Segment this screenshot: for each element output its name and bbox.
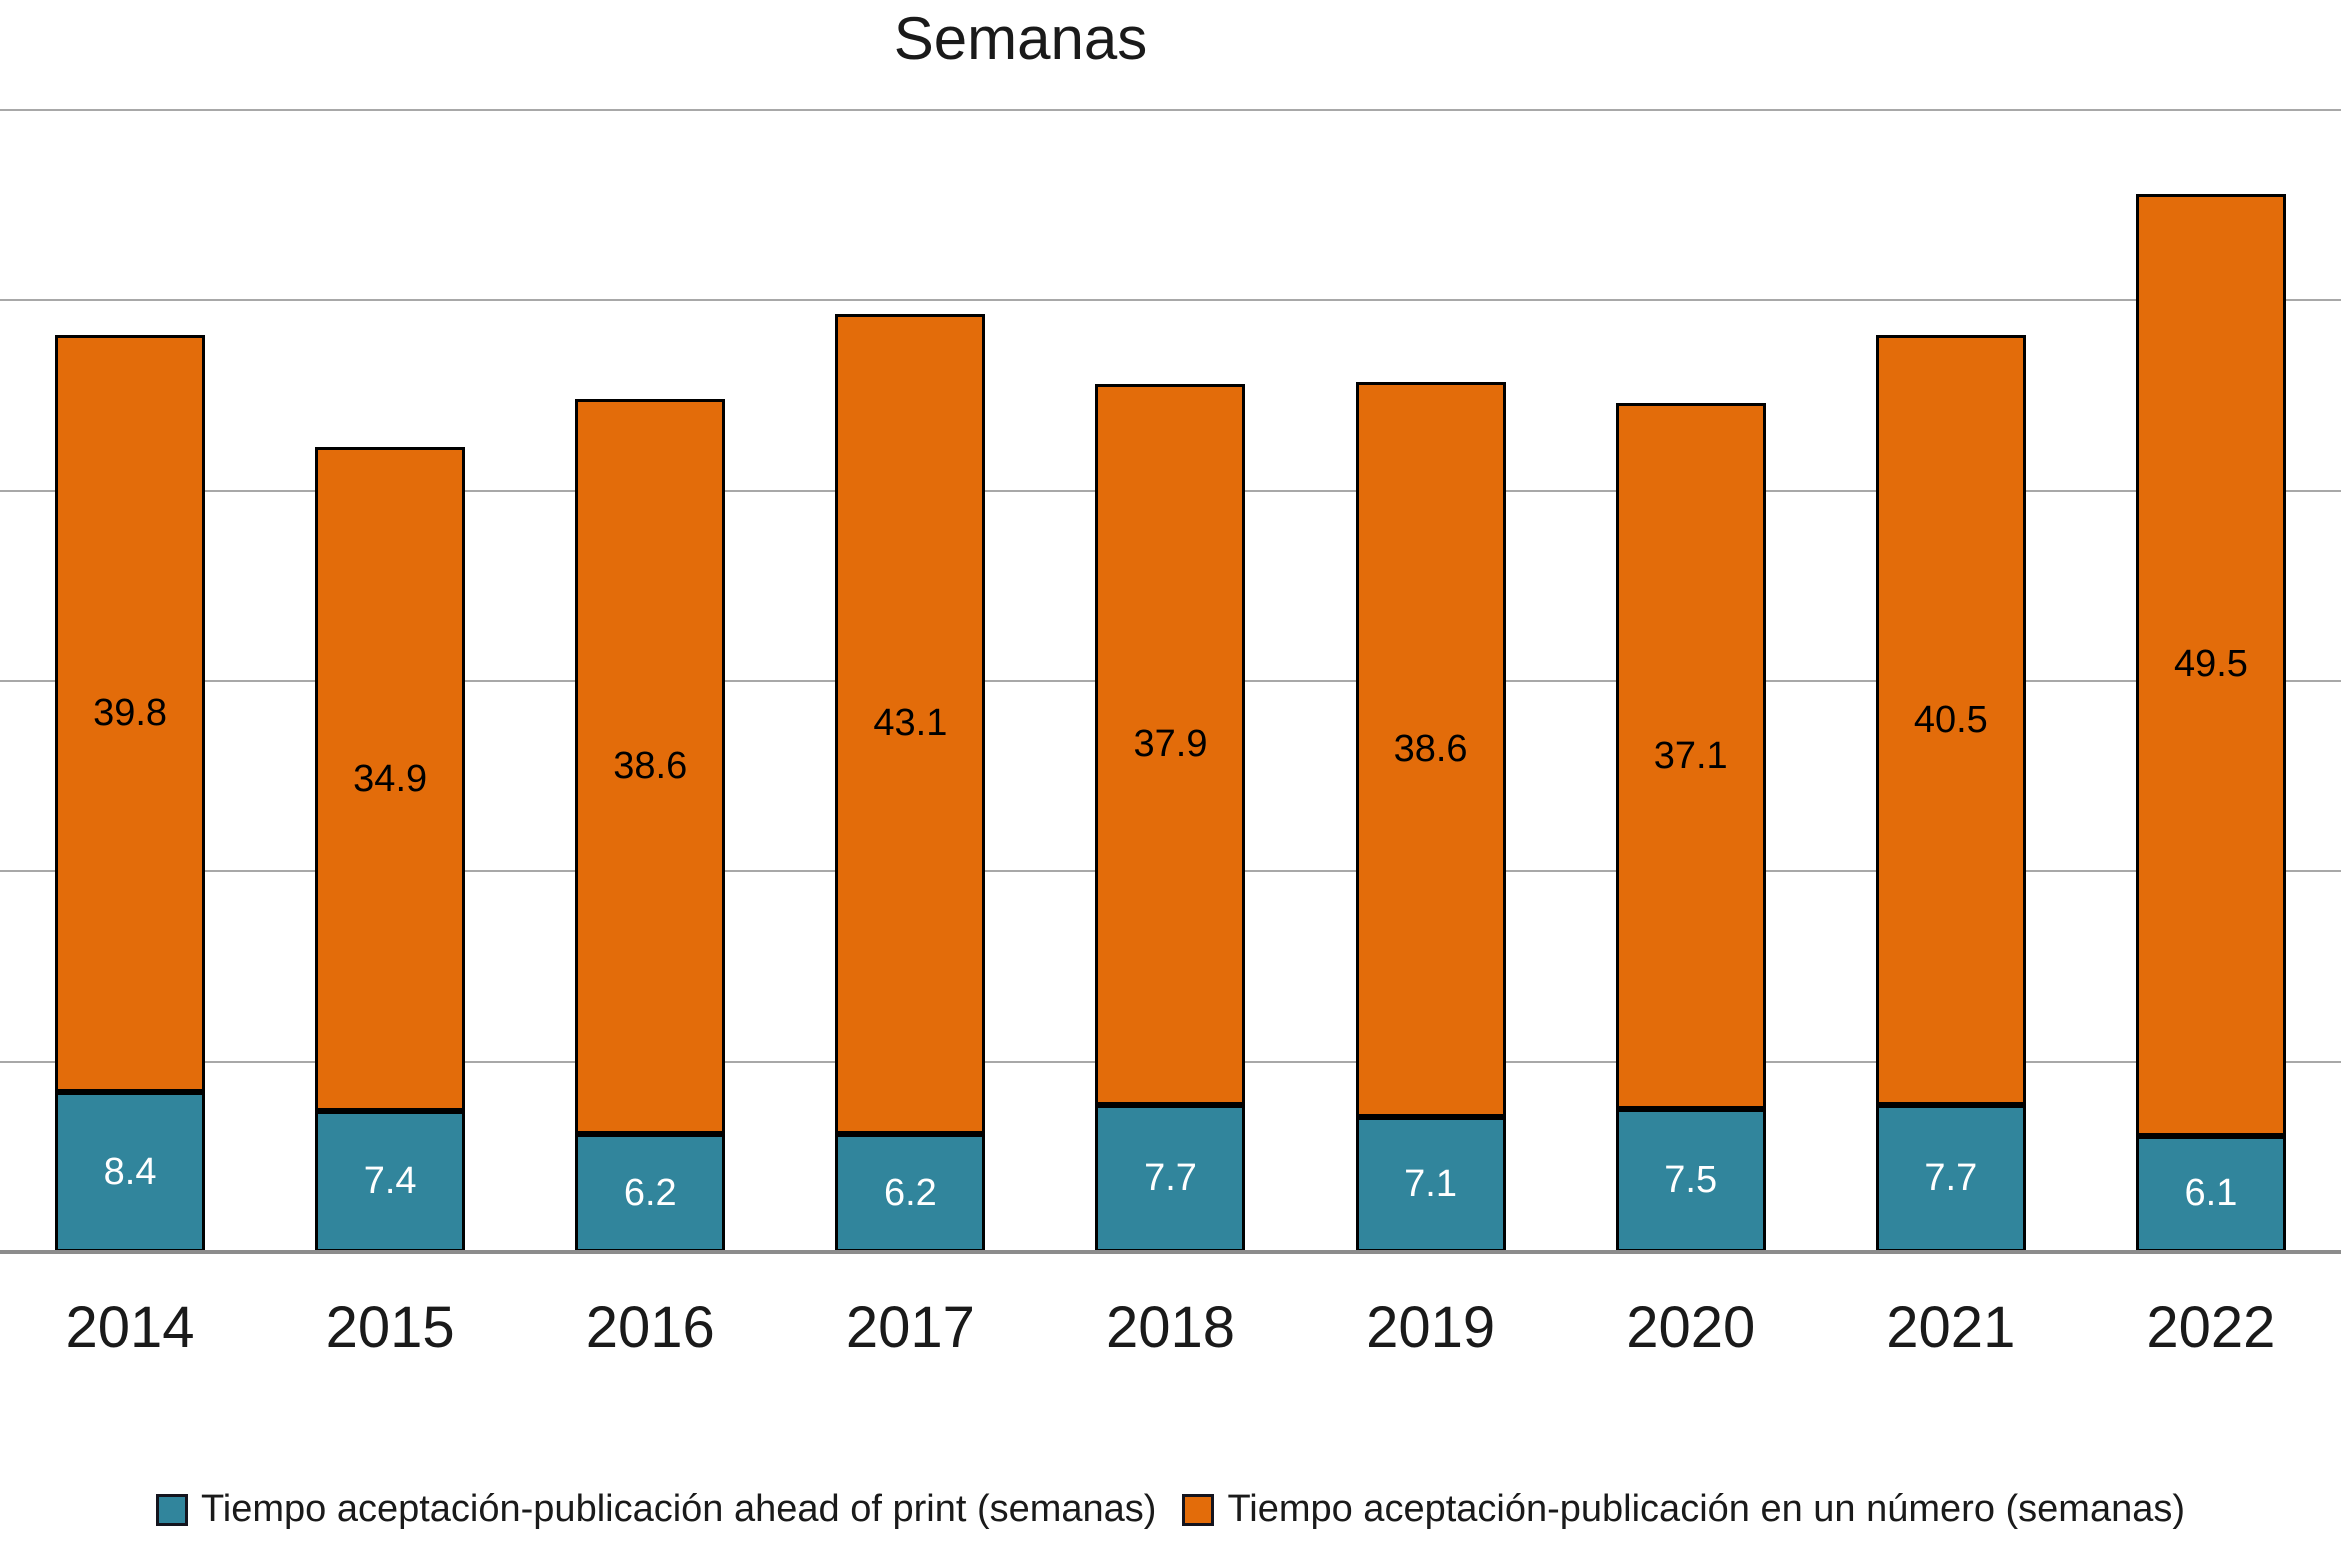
x-axis-label-2019: 2019: [1366, 1295, 1496, 1360]
chart-title: Semanas: [893, 5, 1148, 72]
bar-value-label: 6.2: [883, 1171, 937, 1214]
bar-segment-series0-2022: 6.1: [2135, 1135, 2286, 1252]
bar-segment-series0-2014: 8.4: [55, 1092, 206, 1252]
bar-segment-series1-2014: 39.8: [55, 334, 206, 1093]
gridline-y-60: [0, 109, 2341, 111]
bar-segment-series0-2016: 6.2: [575, 1134, 726, 1252]
stacked-bar-2017: 43.1 6.2: [835, 313, 986, 1252]
bar-value-label: 7.4: [363, 1160, 417, 1203]
bar-value-label: 49.5: [2173, 643, 2248, 686]
stacked-bar-2021: 40.5 7.7: [1875, 334, 2026, 1252]
gridline-y-50: [0, 299, 2341, 302]
bar-segment-series1-2021: 40.5: [1875, 334, 2026, 1106]
legend-label: Tiempo aceptación-publicación en un núme…: [1227, 1488, 2186, 1530]
bar-segment-series1-2019: 38.6: [1355, 382, 1506, 1117]
bar-column-2015: 34.9 7.4: [260, 110, 520, 1252]
bar-value-label: 6.2: [623, 1171, 677, 1214]
bar-segment-series1-2022: 49.5: [2135, 193, 2286, 1136]
legend-swatch-icon: [1182, 1493, 1215, 1526]
stacked-bar-2019: 38.6 7.1: [1355, 382, 1506, 1252]
bar-column-2020: 37.1 7.5: [1561, 110, 1821, 1252]
bar-value-label: 7.5: [1664, 1159, 1718, 1202]
x-axis-label-2016: 2016: [585, 1295, 715, 1360]
bar-value-label: 34.9: [353, 757, 428, 800]
legend-item-series1: Tiempo aceptación-publicación en un núme…: [1182, 1488, 2185, 1531]
bar-value-label: 7.7: [1924, 1157, 1978, 1200]
bar-column-2022: 49.5 6.1: [2081, 110, 2341, 1252]
bar-segment-series0-2019: 7.1: [1355, 1116, 1506, 1252]
x-axis-label-2022: 2022: [2146, 1295, 2276, 1360]
bar-column-2018: 37.9 7.7: [1040, 110, 1300, 1252]
bar-value-label: 6.1: [2184, 1172, 2238, 1215]
bar-column-2019: 38.6 7.1: [1301, 110, 1561, 1252]
bar-column-2014: 39.8 8.4: [0, 110, 260, 1252]
bar-segment-series0-2017: 6.2: [835, 1134, 986, 1252]
bar-value-label: 7.7: [1144, 1157, 1197, 1200]
x-axis-label-2014: 2014: [65, 1295, 195, 1360]
x-axis-labels: 2014 2015 2016 2017 2018 2019 2020 2021 2022: [0, 1294, 2341, 1361]
bar-segment-series1-2016: 38.6: [575, 399, 726, 1134]
plot-area: 39.8 8.4 34.9 7.4 38.6 6.2 43.1 6.2 37.9 7.7 38.6 7…: [0, 109, 2341, 1254]
bar-segment-series1-2020: 37.1: [1615, 403, 1766, 1110]
bar-segment-series0-2021: 7.7: [1875, 1105, 2026, 1252]
x-axis-line: [0, 1250, 2341, 1254]
bar-value-label: 8.4: [103, 1150, 157, 1193]
x-axis-label-2020: 2020: [1626, 1295, 1756, 1360]
stacked-bar-2022: 49.5 6.1: [2135, 193, 2286, 1252]
legend-item-series0: Tiempo aceptación-publicación ahead of p…: [155, 1488, 1157, 1531]
bar-value-label: 40.5: [1913, 698, 1988, 741]
bar-segment-series1-2018: 37.9: [1095, 384, 1246, 1106]
bar-value-label: 38.6: [1393, 728, 1468, 771]
bar-column-2016: 38.6 6.2: [520, 110, 780, 1252]
stacked-bar-2016: 38.6 6.2: [575, 399, 726, 1252]
stacked-bar-2014: 39.8 8.4: [55, 334, 206, 1252]
stacked-bar-2018: 37.9 7.7: [1095, 384, 1246, 1252]
legend-label: Tiempo aceptación-publicación ahead of p…: [200, 1488, 1157, 1530]
bar-value-label: 37.9: [1133, 723, 1208, 766]
x-axis-label-2015: 2015: [325, 1295, 455, 1360]
bars-row: 39.8 8.4 34.9 7.4 38.6 6.2 43.1 6.2 37.9 7.7 38.6 7…: [0, 110, 2341, 1252]
bar-segment-series0-2015: 7.4: [315, 1111, 466, 1252]
bar-column-2017: 43.1 6.2: [780, 110, 1040, 1252]
bar-value-label: 7.1: [1404, 1162, 1457, 1205]
x-axis-label-2018: 2018: [1105, 1295, 1235, 1360]
bar-segment-series1-2017: 43.1: [835, 313, 986, 1134]
bar-value-label: 43.1: [873, 702, 948, 745]
stacked-bar-2015: 34.9 7.4: [315, 446, 466, 1252]
legend: Tiempo aceptación-publicación ahead of p…: [0, 1488, 2341, 1531]
x-axis-label-2021: 2021: [1886, 1295, 2016, 1360]
bar-segment-series1-2015: 34.9: [315, 446, 466, 1112]
legend-swatch-icon: [155, 1493, 188, 1526]
bar-value-label: 39.8: [93, 691, 168, 734]
bar-value-label: 38.6: [613, 745, 688, 788]
stacked-bar-2020: 37.1 7.5: [1615, 403, 1766, 1252]
bar-column-2021: 40.5 7.7: [1821, 110, 2081, 1252]
x-axis-label-2017: 2017: [845, 1295, 975, 1360]
bar-segment-series0-2020: 7.5: [1615, 1109, 1766, 1252]
bar-segment-series0-2018: 7.7: [1095, 1105, 1246, 1252]
bar-value-label: 37.1: [1653, 734, 1728, 777]
